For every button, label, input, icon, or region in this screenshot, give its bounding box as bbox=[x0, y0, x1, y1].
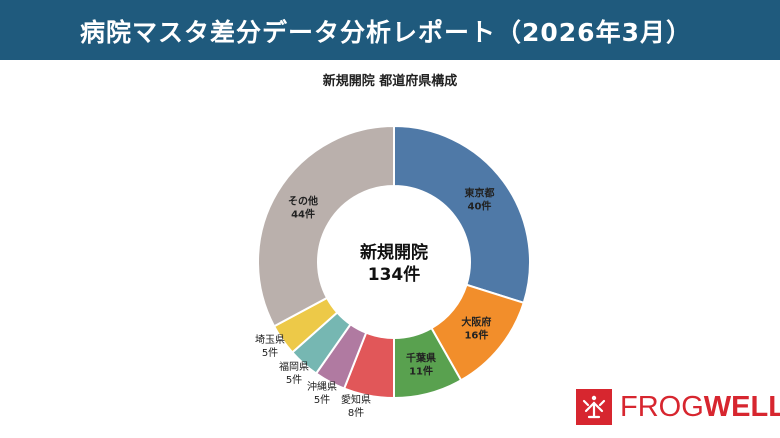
slice-value-0: 40件 bbox=[468, 199, 492, 212]
slice-label-4: 沖縄県 bbox=[307, 380, 337, 393]
frogwell-logo: FROGWELL bbox=[576, 389, 780, 425]
slice-value-7: 44件 bbox=[291, 208, 315, 221]
donut-center-value: 134件 bbox=[368, 264, 421, 285]
slice-value-6: 5件 bbox=[262, 347, 278, 359]
slice-value-3: 8件 bbox=[348, 407, 364, 419]
slice-label-6: 埼玉県 bbox=[255, 333, 285, 346]
donut-slice-0 bbox=[393, 124, 531, 305]
slice-label-5: 福岡県 bbox=[279, 360, 309, 373]
slice-label-0: 東京都 bbox=[464, 186, 494, 199]
chart-title: 新規開院 都道府県構成 bbox=[322, 74, 458, 89]
slice-value-1: 16件 bbox=[464, 329, 488, 342]
logo-text-well: WELL bbox=[703, 391, 780, 423]
slice-value-5: 5件 bbox=[286, 374, 302, 386]
report-header: 病院マスタ差分データ分析レポート（2026年3月） bbox=[0, 0, 780, 60]
slice-label-2: 千葉県 bbox=[406, 351, 436, 364]
logo-text-frog: FROG bbox=[620, 391, 704, 423]
slice-value-2: 11件 bbox=[409, 364, 433, 377]
slice-value-4: 5件 bbox=[314, 394, 330, 406]
report-title: 病院マスタ差分データ分析レポート（2026年3月） bbox=[80, 18, 692, 47]
frog-emblem-icon bbox=[576, 389, 612, 425]
slice-label-7: その他 bbox=[288, 195, 318, 208]
slice-label-1: 大阪府 bbox=[461, 316, 491, 329]
donut-center-label: 新規開院 bbox=[360, 242, 428, 263]
slice-label-3: 愛知県 bbox=[341, 393, 371, 406]
donut-slice-7 bbox=[257, 124, 395, 328]
